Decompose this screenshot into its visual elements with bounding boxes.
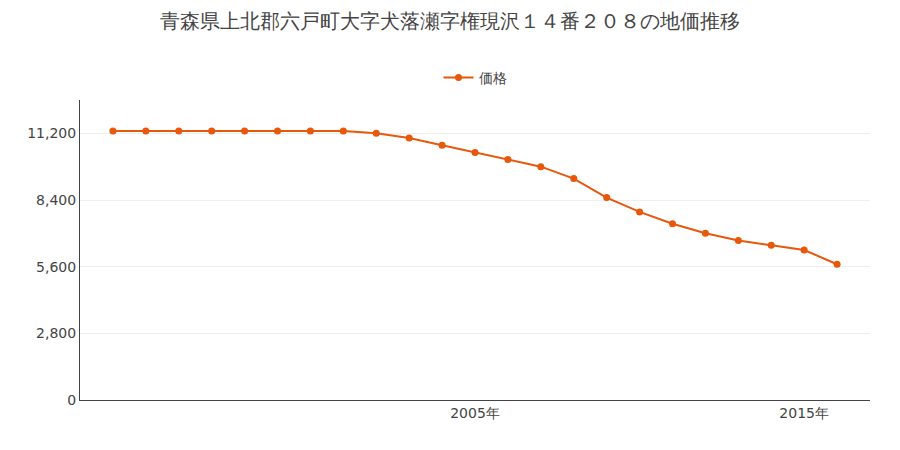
svg-text:2015年: 2015年	[779, 405, 829, 421]
svg-text:青森県上北郡六戸町大字犬落瀬字権現沢１４番２０８の地価推移: 青森県上北郡六戸町大字犬落瀬字権現沢１４番２０８の地価推移	[160, 9, 740, 33]
svg-text:2005年: 2005年	[450, 405, 500, 421]
svg-text:11,200: 11,200	[27, 125, 76, 141]
svg-text:8,400: 8,400	[36, 192, 76, 208]
svg-text:0: 0	[67, 392, 76, 408]
svg-text:価格: 価格	[479, 70, 507, 86]
svg-text:5,600: 5,600	[36, 259, 76, 275]
svg-text:2,800: 2,800	[36, 325, 76, 341]
